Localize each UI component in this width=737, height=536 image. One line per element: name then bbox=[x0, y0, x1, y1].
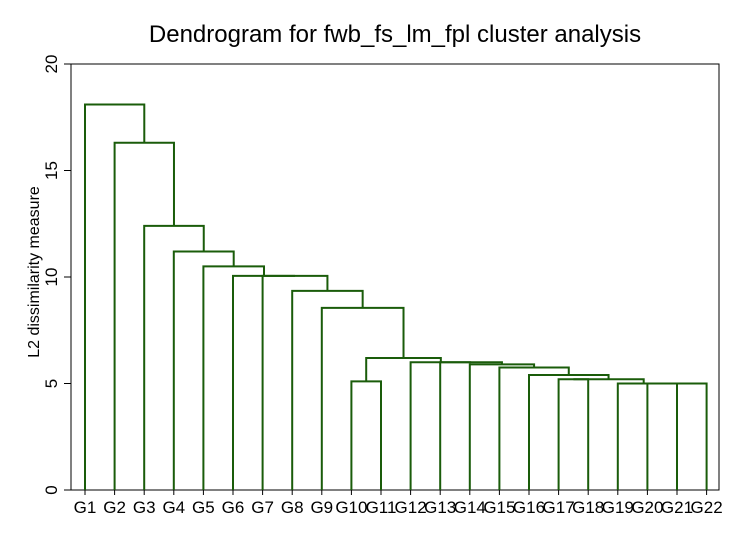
leaf-label-G11: G11 bbox=[366, 498, 397, 517]
leaf-label-G4: G4 bbox=[162, 498, 185, 517]
merge-link-G16-c5 bbox=[528, 373, 610, 490]
y-axis: 0 5 10 15 20 bbox=[42, 55, 71, 495]
leaf-label-G5: G5 bbox=[192, 498, 215, 517]
merge-link-G7-c13 bbox=[261, 274, 329, 490]
leaf-label-G19: G19 bbox=[602, 498, 634, 517]
leaf-label-G13: G13 bbox=[424, 498, 456, 517]
leaf-label-G14: G14 bbox=[454, 498, 486, 517]
merge-link-G1-c19 bbox=[84, 103, 146, 490]
leaf-label-G18: G18 bbox=[572, 498, 604, 517]
leaf-labels: G1 G2 G3 G4 G5 G6 G7 G8 G9 G10G11G12G13G14G15G16G… bbox=[74, 490, 723, 517]
leaf-label-G20: G20 bbox=[631, 498, 663, 517]
leaf-label-G1: G1 bbox=[74, 498, 97, 517]
leaf-label-G2: G2 bbox=[103, 498, 126, 517]
merge-link-G6-c14 bbox=[232, 274, 296, 490]
leaf-label-G21: G21 bbox=[661, 498, 693, 517]
dendrogram-links bbox=[84, 103, 708, 490]
leaf-label-G17: G17 bbox=[543, 498, 575, 517]
leaf-label-G6: G6 bbox=[222, 498, 245, 517]
merge-link-G17-G18 bbox=[557, 378, 590, 490]
chart-title: Dendrogram for fwb_fs_lm_fpl cluster ana… bbox=[149, 21, 641, 48]
leaf-label-G3: G3 bbox=[133, 498, 156, 517]
leaf-label-G10: G10 bbox=[335, 498, 367, 517]
merge-link-G13-c8 bbox=[439, 361, 503, 490]
y-tick-label-0: 0 bbox=[42, 485, 61, 494]
leaf-label-G7: G7 bbox=[251, 498, 274, 517]
merge-link-c4-c2 bbox=[573, 378, 645, 384]
y-tick-label-5: 5 bbox=[42, 379, 61, 388]
leaf-label-G8: G8 bbox=[281, 498, 304, 517]
merge-link-G10-G11 bbox=[350, 380, 382, 490]
merge-link-G19-c1 bbox=[616, 382, 670, 490]
merge-link-G12-c9 bbox=[409, 361, 472, 490]
merge-link-G9-c11 bbox=[320, 306, 405, 490]
leaf-label-G22: G22 bbox=[691, 498, 723, 517]
y-axis-label: L2 dissimilarity measure bbox=[26, 186, 43, 358]
leaf-label-G16: G16 bbox=[513, 498, 545, 517]
y-tick-label-20: 20 bbox=[42, 55, 61, 74]
y-tick-label-15: 15 bbox=[42, 161, 61, 180]
y-tick-label-10: 10 bbox=[42, 268, 61, 287]
merge-link-G21-G22 bbox=[676, 382, 708, 490]
leaf-label-G12: G12 bbox=[395, 498, 427, 517]
plot-frame bbox=[70, 63, 720, 491]
leaf-label-G15: G15 bbox=[483, 498, 515, 517]
merge-link-G20-c0 bbox=[646, 382, 692, 490]
merge-link-G14-c7 bbox=[468, 363, 536, 490]
leaf-label-G9: G9 bbox=[310, 498, 333, 517]
